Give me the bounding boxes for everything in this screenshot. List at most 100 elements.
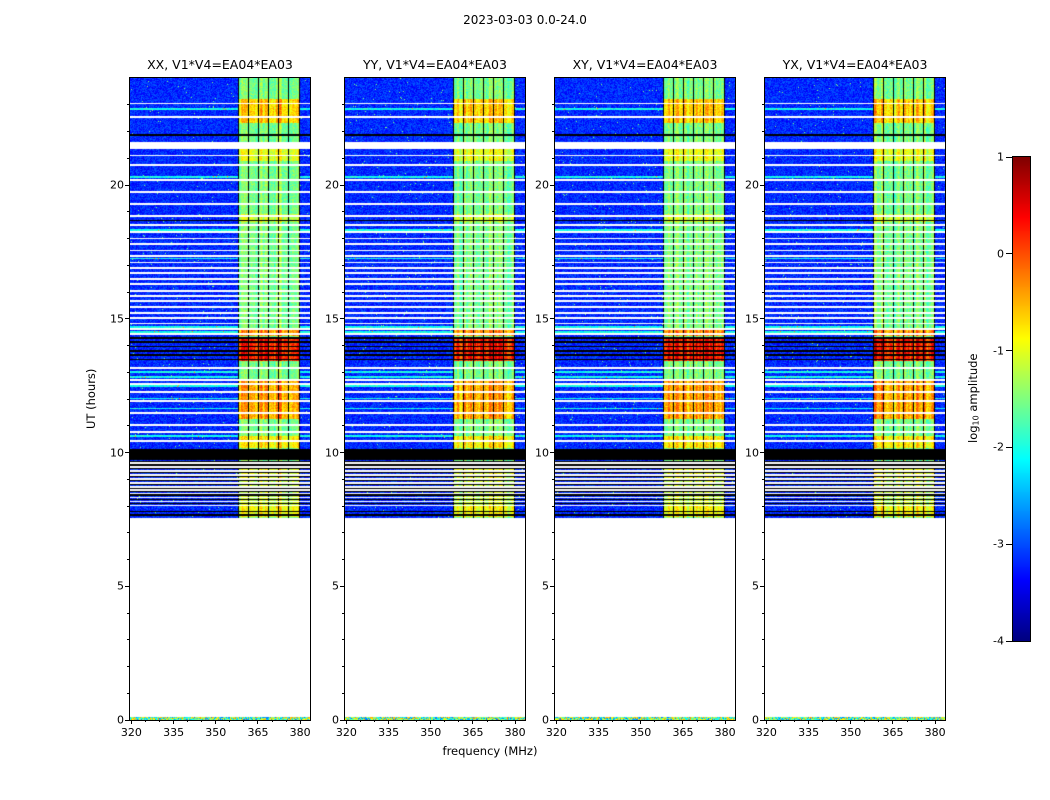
x-tick-minor bbox=[906, 720, 908, 722]
spectrogram-canvas-xx bbox=[130, 78, 310, 720]
spectrogram-panel-yy: YY, V1*V4=EA04*EA03 320 335 350 365 380 0 5 10 1… bbox=[325, 57, 526, 739]
colorbar-tick bbox=[1006, 350, 1012, 352]
y-tick-minor bbox=[762, 612, 764, 614]
y-tick-minor bbox=[342, 264, 344, 266]
x-tick-minor bbox=[444, 720, 446, 722]
y-tick bbox=[125, 585, 129, 587]
y-tick bbox=[760, 318, 764, 320]
y-axis-label: UT (hours) bbox=[84, 368, 98, 430]
y-tick-label: 15 bbox=[745, 312, 759, 326]
x-tick bbox=[640, 720, 642, 724]
x-tick-minor bbox=[612, 720, 614, 722]
y-tick-minor bbox=[762, 291, 764, 293]
y-tick-minor bbox=[342, 291, 344, 293]
y-tick bbox=[340, 318, 344, 320]
y-tick-minor bbox=[342, 639, 344, 641]
y-tick-minor bbox=[552, 505, 554, 507]
spectrogram-canvas-yx bbox=[765, 78, 945, 720]
figure-title: 2023-03-03 0.0-24.0 bbox=[463, 13, 587, 27]
y-tick-minor bbox=[342, 612, 344, 614]
x-tick bbox=[345, 720, 347, 724]
y-tick-minor bbox=[552, 371, 554, 373]
panel-title-yx: YX, V1*V4=EA04*EA03 bbox=[782, 57, 928, 72]
y-tick-minor bbox=[762, 371, 764, 373]
x-tick-label: 350 bbox=[630, 726, 652, 739]
x-tick bbox=[808, 720, 810, 724]
y-tick-minor bbox=[552, 425, 554, 427]
y-tick-minor bbox=[552, 345, 554, 346]
x-tick-minor bbox=[187, 720, 189, 722]
x-tick-minor bbox=[794, 720, 796, 722]
y-tick-minor bbox=[552, 692, 554, 694]
y-tick-minor bbox=[762, 157, 764, 159]
y-tick-label: 20 bbox=[535, 178, 549, 192]
y-tick-minor bbox=[127, 238, 129, 239]
spectrogram-panel-yx: YX, V1*V4=EA04*EA03 320 335 350 365 380 0 5 10 1… bbox=[745, 57, 946, 739]
y-tick-minor bbox=[762, 532, 764, 534]
y-tick-minor bbox=[342, 692, 344, 694]
y-tick bbox=[340, 452, 344, 453]
y-tick-minor bbox=[762, 425, 764, 427]
x-tick-label: 365 bbox=[247, 726, 269, 739]
y-tick bbox=[550, 585, 554, 587]
x-tick-minor bbox=[878, 720, 880, 722]
y-tick-label: 0 bbox=[542, 713, 549, 727]
y-tick-minor bbox=[127, 478, 129, 480]
x-tick-label: 365 bbox=[462, 726, 484, 739]
x-tick-minor bbox=[416, 720, 418, 722]
colorbar-tick-label: -2 bbox=[993, 440, 1004, 454]
y-tick-minor bbox=[762, 692, 764, 694]
colorbar-tick bbox=[1006, 156, 1012, 158]
x-tick-minor bbox=[458, 720, 460, 722]
x-tick-minor bbox=[710, 720, 712, 722]
y-tick bbox=[125, 452, 129, 453]
y-tick-minor bbox=[127, 425, 129, 427]
y-tick-minor bbox=[127, 692, 129, 694]
y-tick-minor bbox=[127, 639, 129, 641]
y-tick-label: 5 bbox=[542, 579, 549, 593]
x-tick-minor bbox=[864, 720, 866, 722]
y-tick-minor bbox=[552, 238, 554, 239]
spectrogram-panel-xx: XX, V1*V4=EA04*EA03 320 335 350 365 380 0 5 10 1… bbox=[110, 57, 311, 739]
y-tick bbox=[550, 184, 554, 186]
x-tick bbox=[130, 720, 132, 724]
x-tick bbox=[472, 720, 474, 724]
spectrogram-canvas-yy bbox=[345, 78, 525, 720]
x-tick-label: 365 bbox=[672, 726, 694, 739]
x-tick bbox=[430, 720, 432, 724]
x-tick-label: 350 bbox=[840, 726, 862, 739]
x-tick-label: 350 bbox=[205, 726, 227, 739]
x-tick bbox=[850, 720, 852, 724]
y-tick-minor bbox=[342, 211, 344, 213]
x-tick bbox=[724, 720, 726, 724]
y-tick-minor bbox=[127, 131, 129, 132]
panel-title-xy: XY, V1*V4=EA04*EA03 bbox=[572, 57, 718, 72]
x-tick bbox=[765, 720, 767, 724]
x-tick bbox=[892, 720, 894, 724]
y-tick-minor bbox=[552, 612, 554, 614]
colorbar-label-sub: 10 bbox=[971, 415, 981, 426]
y-tick-minor bbox=[127, 532, 129, 534]
y-tick-minor bbox=[552, 131, 554, 132]
x-tick-minor bbox=[584, 720, 586, 722]
x-tick-minor bbox=[359, 720, 361, 722]
y-tick-minor bbox=[127, 264, 129, 266]
y-tick-label: 0 bbox=[332, 713, 339, 727]
x-tick-label: 380 bbox=[289, 726, 311, 739]
y-tick-minor bbox=[762, 345, 764, 346]
y-tick-label: 5 bbox=[752, 579, 759, 593]
y-tick-minor bbox=[342, 345, 344, 346]
colorbar-tick bbox=[1006, 253, 1012, 255]
x-tick bbox=[257, 720, 259, 724]
y-tick-minor bbox=[127, 559, 129, 560]
y-tick-minor bbox=[762, 264, 764, 266]
x-tick-minor bbox=[374, 720, 376, 722]
x-tick-minor bbox=[486, 720, 488, 722]
x-tick-label: 335 bbox=[378, 726, 400, 739]
panel-title-yy: YY, V1*V4=EA04*EA03 bbox=[363, 57, 507, 72]
y-tick-minor bbox=[342, 532, 344, 534]
y-tick-minor bbox=[762, 559, 764, 560]
y-tick-minor bbox=[552, 398, 554, 400]
y-tick-minor bbox=[552, 291, 554, 293]
